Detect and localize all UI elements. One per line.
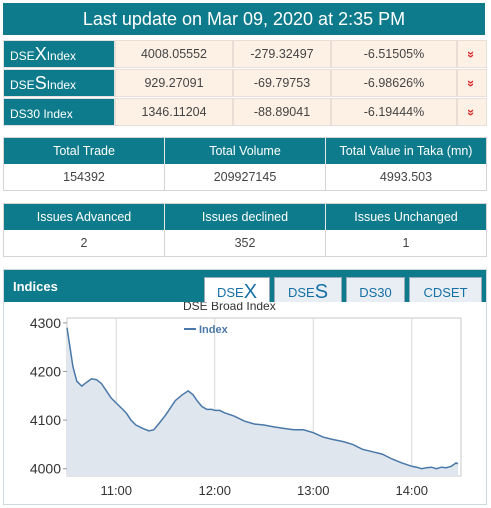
total-volume-value: 209927145 bbox=[165, 164, 326, 190]
total-volume-header: Total Volume bbox=[165, 138, 326, 164]
index-value: 1346.11204 bbox=[115, 98, 233, 126]
index-name[interactable]: DSE S Index bbox=[3, 69, 115, 97]
index-name[interactable]: DS30 Index bbox=[3, 98, 115, 126]
issues-advanced-value: 2 bbox=[4, 230, 165, 256]
total-value-value: 4993.503 bbox=[379, 170, 433, 184]
index-value: 929.27091 bbox=[115, 69, 233, 97]
y-tick-label: 4300 bbox=[30, 315, 61, 331]
down-arrow-icon: » bbox=[457, 98, 487, 126]
issues-summary-table: Issues Advanced Issues declined Issues U… bbox=[3, 203, 487, 257]
trade-summary-table: Total Trade Total Volume Total Value in … bbox=[3, 137, 487, 191]
index-change: -69.79753 bbox=[233, 69, 331, 97]
down-arrow-icon: » bbox=[457, 69, 487, 97]
x-tick-label: 13:00 bbox=[297, 483, 330, 498]
issues-unchanged-header: Issues Unchanged bbox=[354, 210, 458, 224]
index-series-line bbox=[66, 327, 459, 470]
indices-panel-header: Indices DSE X DSE S DS30 CDSET bbox=[4, 270, 486, 307]
index-chart: 11:00 12:00 13:00 14:00 4000 4100 4200 4300 DSE … bbox=[30, 299, 462, 498]
issues-declined-header: Issues declined bbox=[165, 204, 326, 230]
index-percent: -6.51505% bbox=[331, 40, 457, 68]
index-percent: -6.19444% bbox=[331, 98, 457, 126]
chart-title: DSE Broad Index bbox=[183, 302, 276, 313]
x-tick-label: 12:00 bbox=[198, 483, 231, 498]
y-tick-label: 4200 bbox=[30, 363, 61, 379]
legend-label: Index bbox=[199, 324, 229, 336]
index-summary-table: DSE X Index 4008.05552 -279.32497 -6.5150… bbox=[3, 40, 487, 126]
indices-panel-title: Indices bbox=[13, 279, 58, 294]
index-name[interactable]: DSE X Index bbox=[3, 40, 115, 68]
total-trade-value: 154392 bbox=[4, 164, 165, 190]
x-tick-label: 14:00 bbox=[395, 483, 428, 498]
x-tick-label: 11:00 bbox=[100, 483, 132, 498]
y-tick-label: 4100 bbox=[30, 412, 61, 428]
y-tick-label: 4000 bbox=[30, 461, 61, 477]
index-change: -88.89041 bbox=[233, 98, 331, 126]
down-arrow-icon: » bbox=[457, 40, 487, 68]
index-row-dses[interactable]: DSE S Index 929.27091 -69.79753 -6.98626%… bbox=[3, 69, 487, 97]
last-update-text: Last update on Mar 09, 2020 at 2:35 PM bbox=[82, 8, 406, 29]
indices-panel: Indices DSE X DSE S DS30 CDSET 11:00 12:00 1… bbox=[3, 269, 487, 505]
total-value-header: Total Value in Taka (mn) bbox=[339, 144, 473, 158]
last-update-banner: Last update on Mar 09, 2020 at 2:35 PM bbox=[3, 3, 485, 35]
index-row-ds30[interactable]: DS30 Index 1346.11204 -88.89041 -6.19444… bbox=[3, 98, 487, 126]
index-percent: -6.98626% bbox=[331, 69, 457, 97]
index-area-fill bbox=[67, 327, 458, 476]
issues-declined-value: 352 bbox=[165, 230, 326, 256]
total-trade-header: Total Trade bbox=[4, 138, 165, 164]
issues-advanced-header: Issues Advanced bbox=[4, 204, 165, 230]
issues-unchanged-value: 1 bbox=[402, 236, 410, 250]
index-change: -279.32497 bbox=[233, 40, 331, 68]
index-chart-area: 11:00 12:00 13:00 14:00 4000 4100 4200 4300 DSE … bbox=[4, 299, 486, 504]
index-row-dsex[interactable]: DSE X Index 4008.05552 -279.32497 -6.5150… bbox=[3, 40, 487, 68]
index-value: 4008.05552 bbox=[115, 40, 233, 68]
